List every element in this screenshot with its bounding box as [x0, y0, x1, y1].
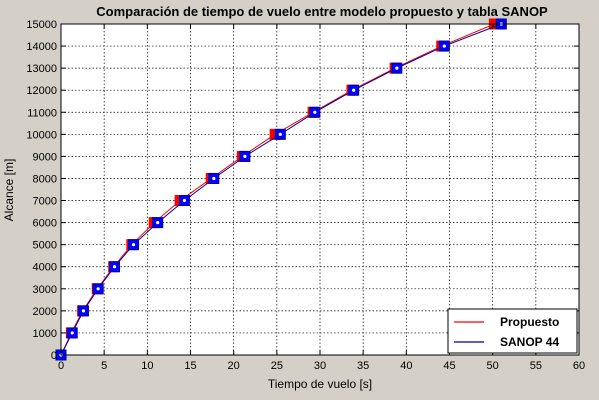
x-tick-label: 45	[443, 360, 455, 372]
x-tick-label: 20	[228, 360, 240, 372]
x-tick-label: 30	[314, 360, 326, 372]
data-point-dot	[70, 331, 74, 335]
data-point-dot	[156, 221, 160, 225]
y-tick-label: 11000	[27, 107, 57, 119]
y-tick-label: 9000	[33, 151, 57, 163]
data-point-dot	[278, 132, 282, 136]
y-tick-label: 7000	[33, 196, 57, 208]
y-tick-label: 14000	[26, 41, 57, 53]
x-tick-label: 25	[271, 360, 283, 372]
y-tick-label: 6000	[33, 218, 57, 230]
y-tick-label: 4000	[33, 262, 57, 274]
data-point-dot	[131, 243, 136, 247]
x-tick-label: 40	[400, 360, 412, 372]
y-tick-label: 15000	[26, 19, 57, 31]
legend-entry: Propuesto	[454, 315, 559, 329]
data-point-dot	[96, 287, 100, 291]
series-line	[60, 23, 495, 356]
x-tick-label: 50	[487, 360, 499, 372]
data-point-dot	[112, 265, 117, 269]
legend-box	[447, 308, 578, 354]
y-tick-label: 0	[51, 350, 57, 362]
data-point-dot	[442, 44, 446, 48]
data-point-dot	[352, 88, 356, 92]
data-point-dot	[81, 309, 86, 313]
y-tick-label: 2000	[33, 306, 57, 318]
y-tick-label: 13000	[26, 63, 57, 75]
y-tick-label: 12000	[26, 85, 57, 97]
legend-entry: SANOP 44	[454, 335, 559, 349]
x-tick-label: 15	[184, 360, 196, 372]
y-tick-label: 10000	[26, 129, 57, 141]
legend-label: Propuesto	[500, 315, 559, 329]
data-point-dot	[212, 176, 216, 181]
data-point-dot	[395, 66, 399, 70]
series-2	[55, 18, 507, 361]
x-tick-label: 5	[101, 360, 107, 372]
x-tick-label: 10	[141, 360, 153, 372]
x-tick-label: 55	[530, 360, 542, 372]
chart-title: Comparación de tiempo de vuelo entre mod…	[96, 4, 548, 19]
series-line	[60, 23, 502, 356]
data-point-dot	[243, 154, 247, 158]
y-tick-label: 1000	[33, 328, 57, 340]
y-tick-label: 8000	[33, 173, 57, 185]
axis-ticks: 0 5 10 15 20 25 30 35 40 45 50 55 60 0 1000 2000 3000 400…	[26, 19, 585, 372]
data-point-dot	[182, 198, 187, 203]
y-tick-label: 5000	[33, 240, 57, 252]
legend-label: SANOP 44	[500, 335, 559, 349]
legend: Propuesto SANOP 44	[447, 308, 578, 354]
x-tick-label: 60	[573, 360, 585, 372]
y-tick-label: 3000	[33, 284, 57, 296]
y-axis-label: Alcance [m]	[2, 159, 16, 222]
x-tick-label: 35	[357, 360, 369, 372]
data-point-dot	[313, 110, 317, 114]
x-axis-label: Tiempo de vuelo [s]	[268, 377, 372, 391]
x-tick-label: 0	[58, 360, 64, 372]
